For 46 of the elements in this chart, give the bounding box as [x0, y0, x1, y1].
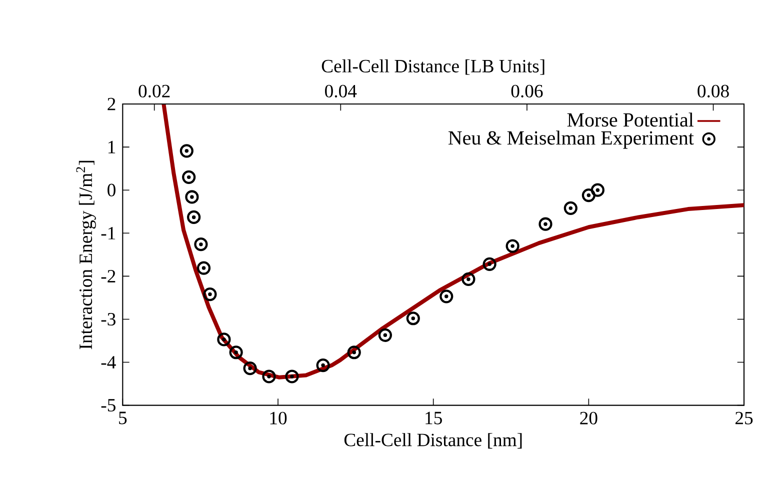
y-tick-label: 1 — [108, 140, 116, 154]
x-tick-label: 25 — [735, 412, 753, 424]
x2-tick-label: 0.04 — [325, 84, 357, 98]
y-tick-label: -1 — [101, 226, 116, 240]
point — [582, 188, 596, 202]
y-tick-label: 2 — [108, 98, 116, 110]
legend-label: Morse Potential — [567, 112, 694, 127]
point — [196, 261, 211, 275]
point — [229, 346, 243, 360]
y-tick-label: -2 — [101, 270, 116, 282]
x-axis-title: Cell-Cell Distance [nm] — [344, 433, 522, 449]
point — [185, 190, 199, 204]
point — [506, 239, 520, 253]
y-tick-label: -3 — [101, 312, 116, 326]
point — [203, 287, 217, 302]
y-tick-label: -4 — [101, 356, 116, 368]
point — [378, 328, 392, 342]
point — [243, 362, 257, 376]
point — [217, 332, 231, 346]
point — [564, 201, 578, 215]
point — [462, 272, 476, 286]
x2-axis-title: Cell-Cell Distance [LB Units] — [322, 59, 544, 75]
x-tick-label: 15 — [426, 412, 442, 424]
point — [440, 290, 454, 304]
x2-tick-label: 0.06 — [511, 84, 543, 98]
point — [262, 370, 276, 384]
line-series — [162, 104, 744, 380]
x-tick-label: 10 — [270, 412, 287, 424]
y-tick-label: 0 — [108, 184, 116, 196]
x-tick-label: 5 — [119, 412, 127, 424]
point — [316, 358, 330, 372]
point — [194, 238, 208, 252]
y-tick-label: -5 — [101, 399, 116, 412]
x2-tick-label: 0.08 — [698, 84, 729, 98]
point — [182, 170, 196, 184]
x-tick-label: 20 — [580, 412, 598, 424]
point — [347, 346, 361, 360]
y-axis-title: Interaction Energy [J/m$^{2}$] — [76, 160, 96, 350]
point — [285, 370, 299, 384]
x2-tick-label: 0.02 — [138, 84, 170, 98]
legend-label: Neu & Meiselman Experiment — [448, 130, 694, 149]
point — [406, 312, 420, 326]
point — [187, 210, 201, 224]
point — [538, 217, 552, 231]
point — [590, 183, 604, 197]
point — [180, 144, 194, 158]
